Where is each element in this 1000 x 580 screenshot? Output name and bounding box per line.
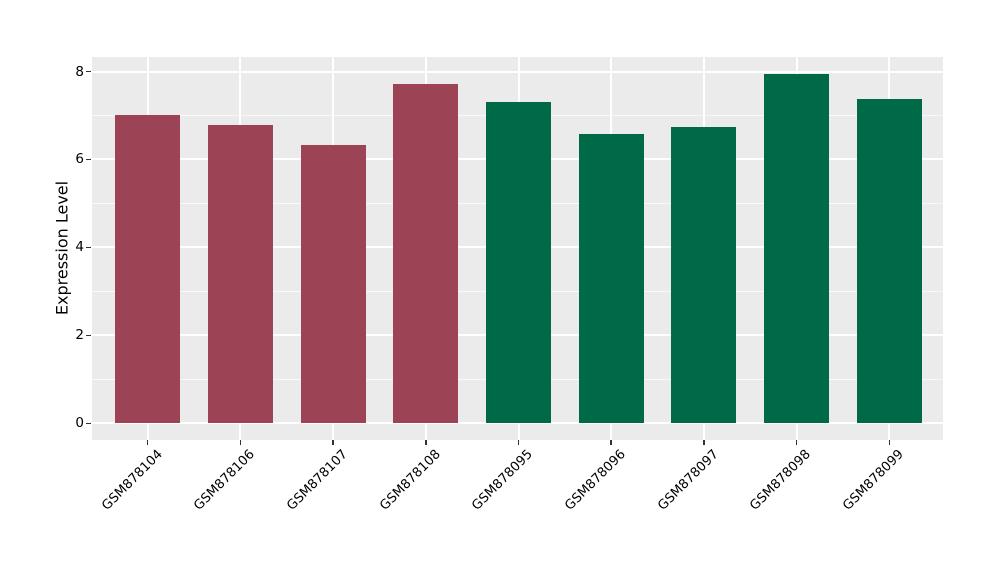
x-tick-label: GSM878096 xyxy=(562,447,629,514)
bar-GSM878097 xyxy=(671,127,737,424)
y-tick-label: 4 xyxy=(75,239,84,256)
gridline-major-h xyxy=(92,70,943,73)
bar-GSM878098 xyxy=(764,74,830,424)
y-tick-label: 6 xyxy=(75,151,84,168)
x-tick xyxy=(888,440,891,445)
bar-GSM878106 xyxy=(207,125,273,424)
y-tick xyxy=(86,422,91,425)
bar-GSM878096 xyxy=(578,133,644,424)
x-tick xyxy=(610,440,612,445)
y-tick xyxy=(86,246,91,249)
x-tick xyxy=(425,440,427,445)
x-tick xyxy=(703,440,705,445)
bar-GSM878108 xyxy=(393,83,459,424)
bar-GSM878107 xyxy=(300,145,366,424)
y-tick xyxy=(86,334,91,337)
plot-area xyxy=(92,57,943,440)
y-tick-label: 2 xyxy=(75,327,84,344)
x-tick xyxy=(146,440,149,445)
x-tick-label: GSM878095 xyxy=(469,447,537,514)
x-tick-label: GSM878104 xyxy=(98,447,166,514)
bar-GSM878099 xyxy=(856,98,922,424)
x-tick xyxy=(795,440,798,445)
x-tick-label: GSM878106 xyxy=(191,447,259,514)
y-tick xyxy=(86,158,91,161)
x-tick-label: GSM878098 xyxy=(747,447,815,514)
x-tick xyxy=(239,440,242,445)
x-tick xyxy=(517,440,520,445)
gridline-major-h xyxy=(92,422,943,425)
x-tick-label: GSM878097 xyxy=(654,447,722,514)
x-tick xyxy=(332,440,334,445)
x-tick-label: GSM878107 xyxy=(284,447,351,514)
y-tick xyxy=(86,70,91,73)
bar-GSM878095 xyxy=(486,102,551,424)
y-tick-label: 0 xyxy=(75,415,84,432)
bar-GSM878104 xyxy=(115,114,181,424)
x-tick-label: GSM878108 xyxy=(376,447,444,514)
y-tick-label: 8 xyxy=(75,63,84,80)
x-tick-label: GSM878099 xyxy=(840,447,907,514)
